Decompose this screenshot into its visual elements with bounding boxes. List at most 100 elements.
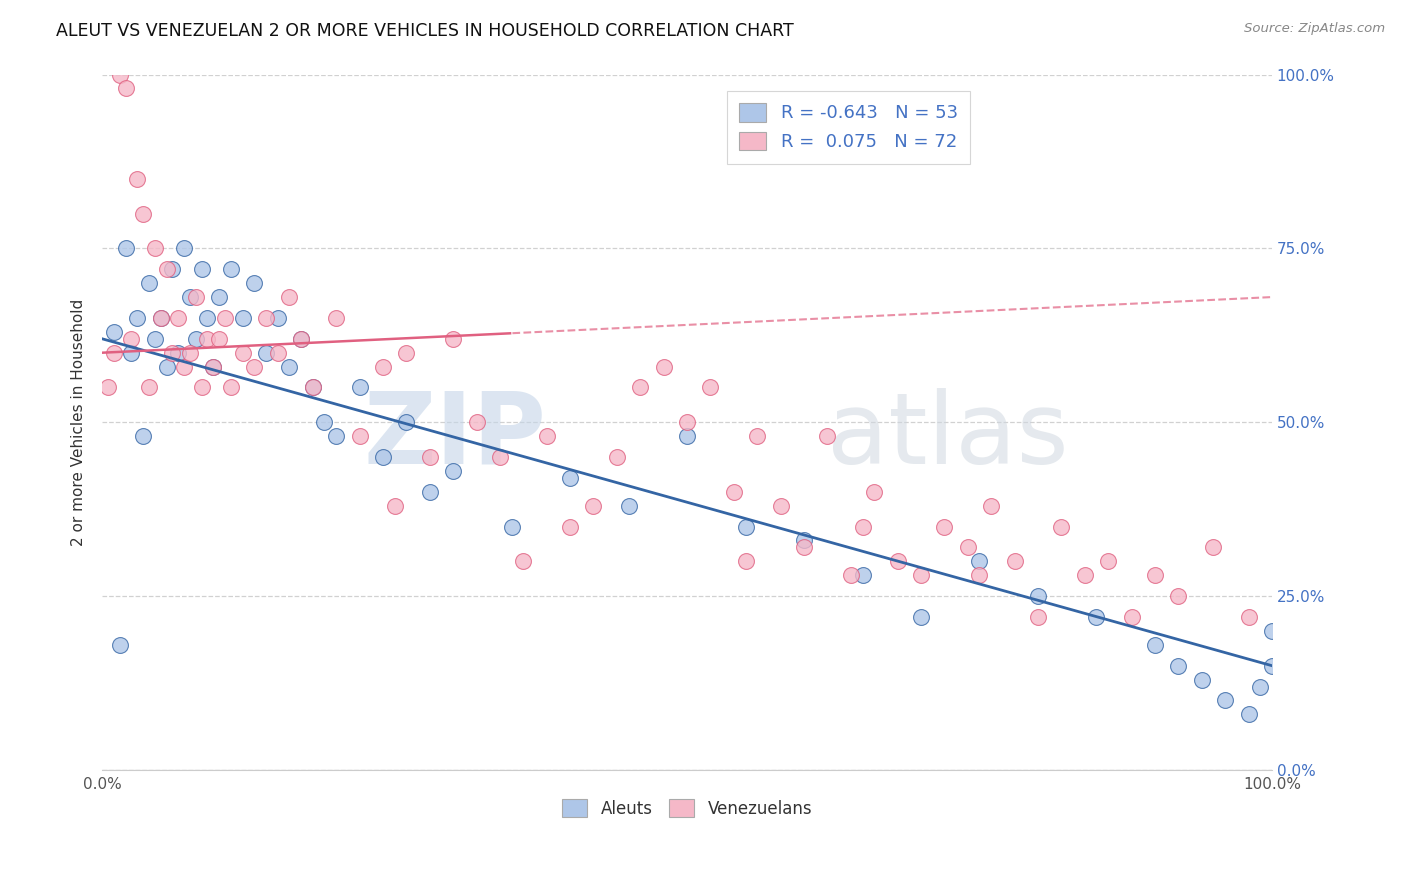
Point — [676, 429, 699, 443]
Point — [1026, 610, 1049, 624]
Point — [155, 359, 177, 374]
Point — [1261, 624, 1284, 638]
Point — [384, 499, 406, 513]
Point — [208, 332, 231, 346]
Point — [617, 499, 640, 513]
Point — [162, 262, 184, 277]
Point — [243, 359, 266, 374]
Point — [290, 332, 312, 346]
Point — [97, 380, 120, 394]
Point — [934, 519, 956, 533]
Point — [851, 519, 873, 533]
Point — [1167, 589, 1189, 603]
Point — [108, 68, 131, 82]
Point — [558, 471, 581, 485]
Point — [1085, 610, 1108, 624]
Point — [1202, 541, 1225, 555]
Point — [969, 554, 991, 568]
Point — [1143, 568, 1166, 582]
Point — [1213, 693, 1236, 707]
Point — [512, 554, 534, 568]
Point — [863, 484, 886, 499]
Point — [103, 325, 125, 339]
Point — [501, 519, 523, 533]
Point — [1237, 610, 1260, 624]
Point — [793, 541, 815, 555]
Point — [536, 429, 558, 443]
Point — [676, 415, 699, 429]
Point — [179, 290, 201, 304]
Point — [254, 345, 277, 359]
Point — [699, 380, 721, 394]
Point — [769, 499, 792, 513]
Point — [1121, 610, 1143, 624]
Point — [734, 519, 756, 533]
Point — [138, 276, 160, 290]
Point — [419, 450, 441, 464]
Point — [441, 464, 464, 478]
Point — [301, 380, 323, 394]
Point — [349, 380, 371, 394]
Point — [143, 332, 166, 346]
Point — [1097, 554, 1119, 568]
Point — [197, 332, 219, 346]
Point — [138, 380, 160, 394]
Point — [1261, 658, 1284, 673]
Point — [162, 345, 184, 359]
Point — [851, 568, 873, 582]
Point — [197, 310, 219, 325]
Point — [747, 429, 769, 443]
Point — [349, 429, 371, 443]
Point — [266, 310, 288, 325]
Point — [314, 415, 336, 429]
Point — [1191, 673, 1213, 687]
Point — [465, 415, 488, 429]
Point — [214, 310, 236, 325]
Point — [606, 450, 628, 464]
Point — [278, 359, 301, 374]
Point — [103, 345, 125, 359]
Point — [969, 568, 991, 582]
Y-axis label: 2 or more Vehicles in Household: 2 or more Vehicles in Household — [72, 299, 86, 546]
Point — [441, 332, 464, 346]
Point — [558, 519, 581, 533]
Point — [1074, 568, 1097, 582]
Point — [723, 484, 745, 499]
Point — [628, 380, 651, 394]
Point — [371, 450, 394, 464]
Point — [155, 262, 177, 277]
Point — [956, 541, 979, 555]
Point — [202, 359, 225, 374]
Point — [179, 345, 201, 359]
Point — [839, 568, 862, 582]
Point — [1167, 658, 1189, 673]
Point — [219, 380, 242, 394]
Text: Source: ZipAtlas.com: Source: ZipAtlas.com — [1244, 22, 1385, 36]
Point — [232, 310, 254, 325]
Point — [278, 290, 301, 304]
Point — [127, 310, 149, 325]
Point — [886, 554, 908, 568]
Point — [301, 380, 323, 394]
Point — [395, 415, 418, 429]
Point — [1143, 638, 1166, 652]
Point — [114, 241, 136, 255]
Point — [167, 310, 190, 325]
Point — [325, 429, 347, 443]
Point — [371, 359, 394, 374]
Point — [1237, 707, 1260, 722]
Point — [120, 332, 142, 346]
Legend: Aleuts, Venezuelans: Aleuts, Venezuelans — [555, 793, 818, 824]
Text: ALEUT VS VENEZUELAN 2 OR MORE VEHICLES IN HOUSEHOLD CORRELATION CHART: ALEUT VS VENEZUELAN 2 OR MORE VEHICLES I… — [56, 22, 794, 40]
Point — [734, 554, 756, 568]
Point — [910, 568, 932, 582]
Point — [114, 81, 136, 95]
Point — [149, 310, 172, 325]
Point — [132, 429, 155, 443]
Point — [254, 310, 277, 325]
Point — [232, 345, 254, 359]
Point — [290, 332, 312, 346]
Point — [489, 450, 512, 464]
Text: atlas: atlas — [827, 388, 1069, 484]
Point — [793, 533, 815, 548]
